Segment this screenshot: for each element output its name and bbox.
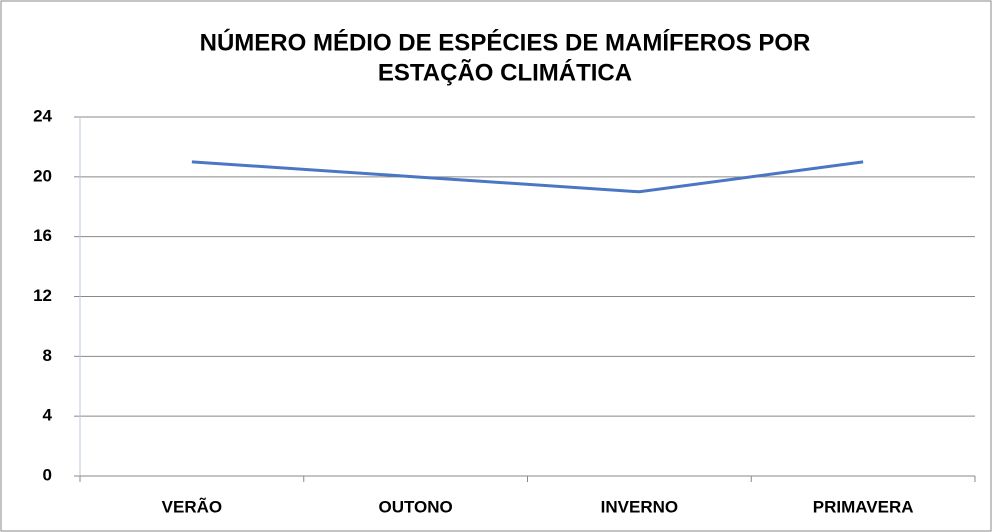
y-tick-label: 8 [43,346,52,365]
y-tick-label: 4 [43,406,53,425]
x-tick-label: VERÃO [162,496,222,516]
x-tick-label: INVERNO [601,497,678,516]
chart-title: ESTAÇÃO CLIMÁTICA [378,58,632,86]
y-tick-label: 20 [33,166,52,185]
x-tick-label: OUTONO [378,497,452,516]
y-tick-label: 0 [43,465,52,484]
chart-title: NÚMERO MÉDIO DE ESPÉCIES DE MAMÍFEROS PO… [200,28,811,56]
y-tick-label: 12 [33,286,52,305]
y-tick-label: 16 [33,226,52,245]
x-tick-label: PRIMAVERA [813,497,914,516]
data-line [191,160,864,194]
y-tick-label: 24 [33,106,52,125]
